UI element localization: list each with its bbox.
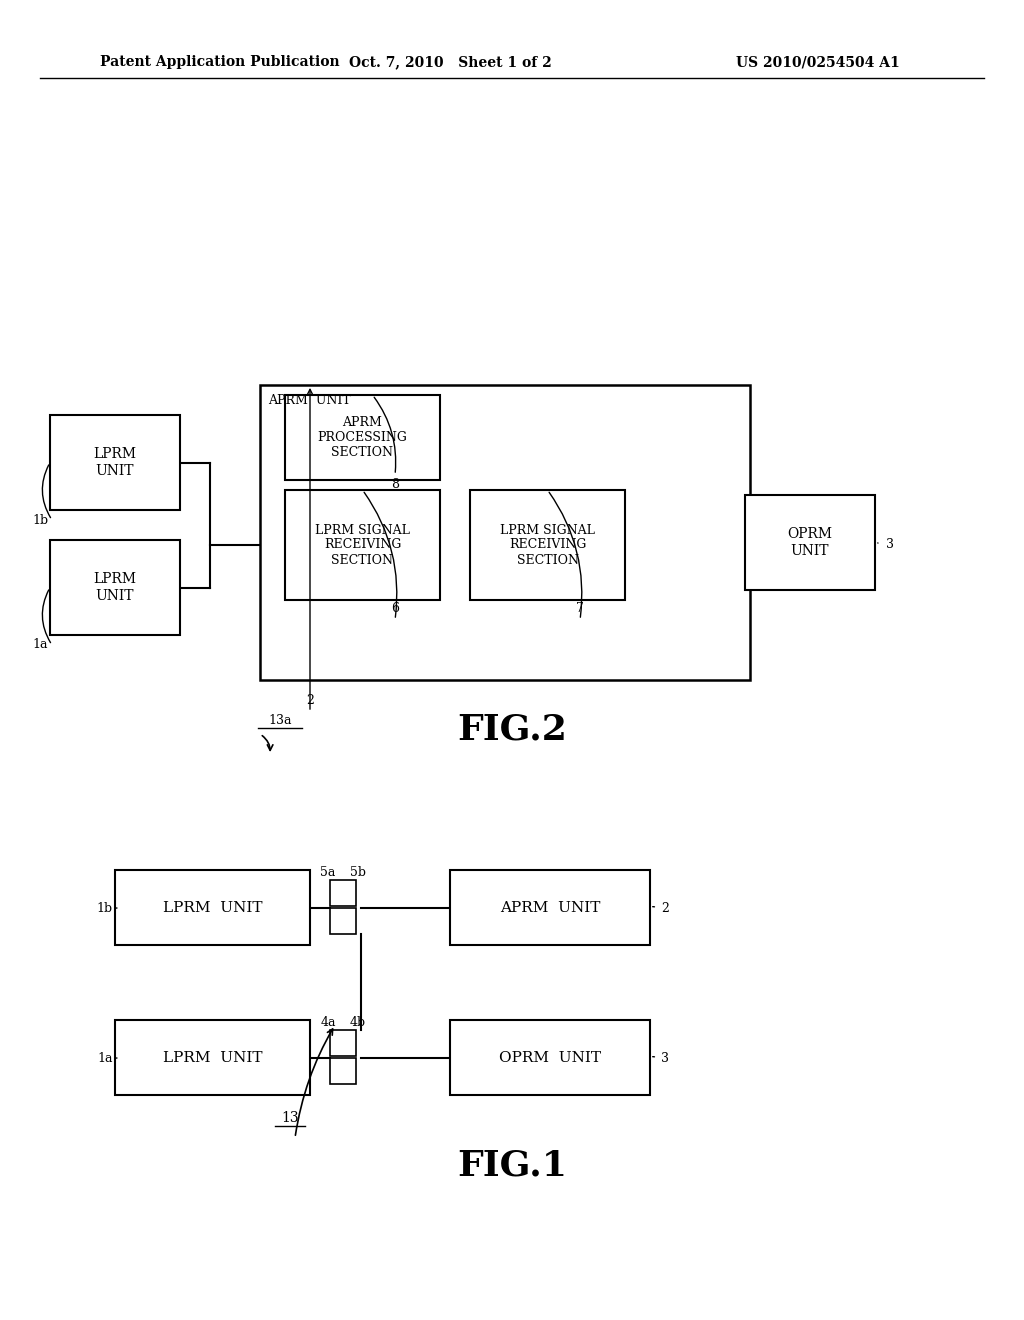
- Bar: [330, 1030, 356, 1056]
- Text: 4a: 4a: [321, 1015, 336, 1028]
- Bar: [330, 1059, 356, 1084]
- Text: 1b: 1b: [32, 513, 48, 527]
- Bar: [50, 414, 180, 510]
- Text: 3: 3: [886, 539, 894, 552]
- Text: FIG.2: FIG.2: [457, 713, 567, 747]
- Bar: [285, 490, 440, 601]
- Text: 5b: 5b: [350, 866, 366, 879]
- Text: 8: 8: [391, 479, 399, 491]
- Text: LPRM
UNIT: LPRM UNIT: [93, 447, 136, 478]
- Bar: [470, 490, 625, 601]
- Text: OPRM
UNIT: OPRM UNIT: [787, 528, 833, 557]
- Text: 6: 6: [391, 602, 399, 615]
- Bar: [450, 870, 650, 945]
- Text: 13: 13: [282, 1111, 299, 1125]
- Text: Patent Application Publication: Patent Application Publication: [100, 55, 340, 69]
- Bar: [260, 385, 750, 680]
- Bar: [330, 908, 356, 935]
- Bar: [115, 870, 310, 945]
- Text: 2: 2: [662, 902, 669, 915]
- Text: LPRM SIGNAL
RECEIVING
SECTION: LPRM SIGNAL RECEIVING SECTION: [500, 524, 595, 566]
- Text: 13a: 13a: [268, 714, 292, 726]
- Text: 7: 7: [577, 602, 584, 615]
- Bar: [115, 1020, 310, 1096]
- Text: 5a: 5a: [321, 866, 336, 879]
- Bar: [745, 495, 874, 590]
- Bar: [50, 540, 180, 635]
- Text: LPRM  UNIT: LPRM UNIT: [163, 1051, 262, 1064]
- Text: 1a: 1a: [32, 639, 48, 652]
- Text: APRM  UNIT: APRM UNIT: [500, 900, 600, 915]
- Text: 2: 2: [306, 693, 314, 706]
- Text: 1a: 1a: [97, 1052, 113, 1064]
- Bar: [330, 880, 356, 906]
- Text: OPRM  UNIT: OPRM UNIT: [499, 1051, 601, 1064]
- Text: LPRM
UNIT: LPRM UNIT: [93, 573, 136, 603]
- Text: LPRM  UNIT: LPRM UNIT: [163, 900, 262, 915]
- Text: US 2010/0254504 A1: US 2010/0254504 A1: [736, 55, 900, 69]
- Text: 4b: 4b: [350, 1015, 366, 1028]
- Text: LPRM SIGNAL
RECEIVING
SECTION: LPRM SIGNAL RECEIVING SECTION: [315, 524, 410, 566]
- Text: 3: 3: [662, 1052, 669, 1064]
- Text: 1b: 1b: [97, 902, 113, 915]
- Text: FIG.1: FIG.1: [457, 1148, 567, 1181]
- Text: APRM  UNIT: APRM UNIT: [268, 393, 351, 407]
- Bar: [450, 1020, 650, 1096]
- Text: APRM
PROCESSING
SECTION: APRM PROCESSING SECTION: [317, 416, 408, 459]
- Text: Oct. 7, 2010   Sheet 1 of 2: Oct. 7, 2010 Sheet 1 of 2: [348, 55, 551, 69]
- Bar: [285, 395, 440, 480]
